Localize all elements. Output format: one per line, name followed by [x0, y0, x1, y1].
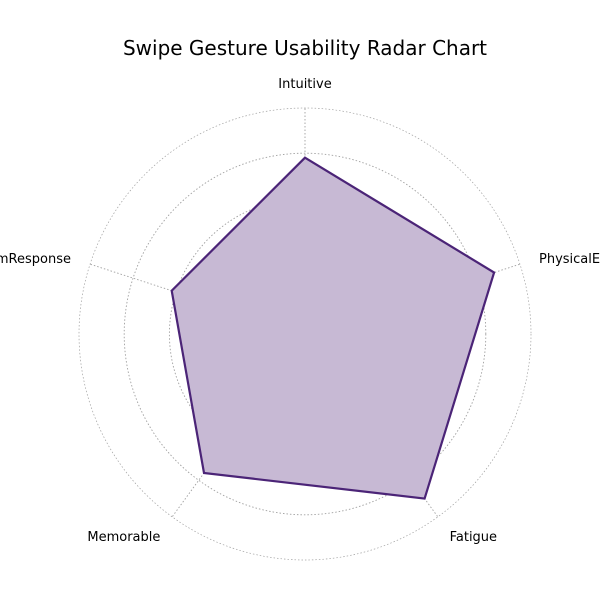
- radar-grid-ring: [123, 152, 487, 516]
- axis-label-intuitive: Intuitive: [278, 77, 331, 92]
- radar-grid-ring: [78, 107, 532, 561]
- axis-label-systemresponse: SystemResponse: [0, 252, 71, 267]
- axis-label-memorable: Memorable: [87, 530, 160, 545]
- radar-series: [170, 156, 496, 500]
- axis-label-fatigue: Fatigue: [450, 530, 497, 545]
- axis-label-physicaleffort: PhysicalEffort: [539, 252, 600, 267]
- radar-series-area: [170, 156, 496, 500]
- axis-labels: Intuitive PhysicalEffort Fatigue Memorable S…: [0, 77, 600, 545]
- chart-title: Swipe Gesture Usability Radar Chart: [123, 36, 487, 60]
